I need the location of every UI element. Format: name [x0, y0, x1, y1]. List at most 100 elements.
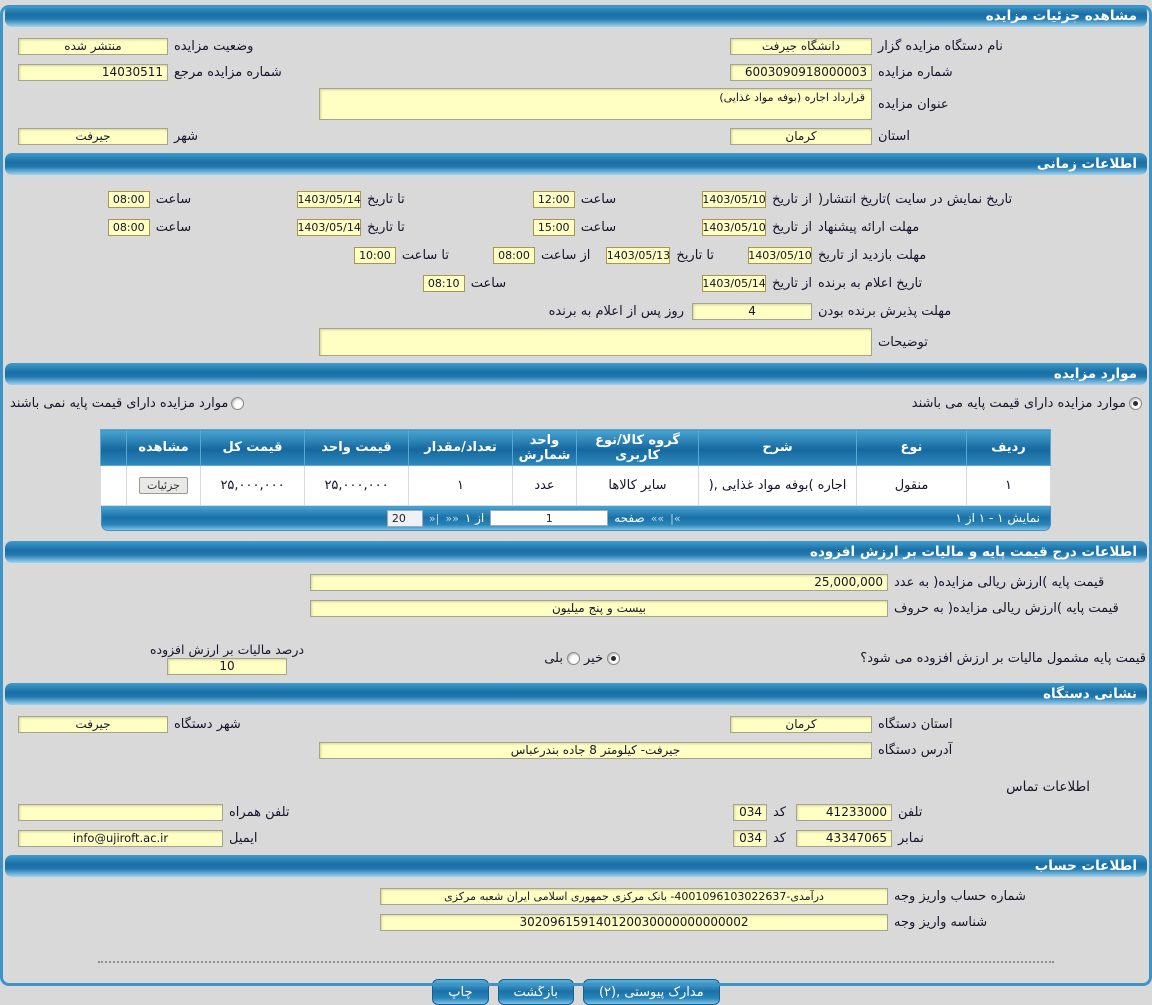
reference-number-label: شماره مزایده مرجع	[174, 64, 282, 80]
print-button[interactable]: چاپ	[432, 979, 489, 1005]
cell-group: سایر کالاها	[576, 465, 699, 506]
fax-code-field[interactable]: 034	[732, 829, 767, 847]
agency-field[interactable]: دانشگاه جیرفت	[730, 37, 872, 55]
radio-without-base-group: موارد مزایده دارای قیمت پایه نمی باشند	[10, 396, 245, 411]
pager-page-size-select[interactable]: 20	[386, 509, 423, 527]
visit-from-date-field[interactable]: 1403/05/10	[748, 246, 812, 264]
table-row: ۱ منقول اجاره )بوفه مواد غذایی ,( سایر ک…	[100, 465, 1051, 506]
pager-last-icon[interactable]: »|	[670, 511, 681, 525]
offer-from-label: از تاریخ	[772, 219, 812, 235]
fax-field[interactable]: 43347065	[796, 829, 892, 847]
publish-hour1-field[interactable]: 12:00	[532, 190, 575, 208]
agency-province-group: استان دستگاه کرمان	[730, 715, 1040, 733]
acceptance-days-field[interactable]: 4	[692, 302, 812, 320]
visit-to-date-field[interactable]: 1403/05/13	[606, 246, 671, 264]
publish-hour2-field[interactable]: 08:00	[107, 190, 150, 208]
base-price-words-row: قیمت پایه )ارزش ریالی مزایده( به حروف بی…	[0, 595, 1152, 621]
pager-of-label: از ۱	[464, 511, 485, 525]
acceptance-suffix-label: روز پس از اعلام به برنده	[548, 303, 684, 319]
city-label: شهر	[174, 128, 199, 144]
details-button[interactable]: جزئیات	[139, 477, 188, 494]
vat-row: قیمت پایه مشمول مالیات بر ارزش افزوده می…	[0, 635, 1152, 681]
section-header-address: نشانی دستگاه	[5, 683, 1147, 705]
pager-page-input[interactable]: 1	[490, 510, 609, 526]
offer-from-date-field[interactable]: 1403/05/10	[702, 218, 767, 236]
notes-field[interactable]	[319, 328, 872, 356]
offer-hour1-field[interactable]: 15:00	[532, 218, 575, 236]
radio-without-base-price[interactable]	[231, 396, 245, 410]
pager-next-icon[interactable]: »»	[650, 511, 665, 525]
publish-from-label: از تاریخ	[772, 191, 812, 207]
cell-type: منقول	[856, 465, 967, 506]
province-field[interactable]: کرمان	[730, 127, 872, 145]
visit-deadline-label: مهلت بازدید از تاریخ	[818, 247, 927, 263]
visit-to-hour-label: تا ساعت	[401, 247, 450, 263]
back-button[interactable]: بازگشت	[497, 979, 574, 1005]
base-price-numeric-field[interactable]: 25,000,000	[310, 573, 888, 591]
pager-first-icon[interactable]: |«	[428, 511, 440, 525]
vat-percent-field[interactable]: 10	[167, 657, 288, 675]
status-group: وضعیت مزایده منتشر شده	[18, 37, 254, 55]
vat-question-label: قیمت پایه مشمول مالیات بر ارزش افزوده می…	[860, 650, 1146, 666]
agency-label: نام دستگاه مزایده گزار	[878, 38, 1003, 54]
vat-yes-label: بلی	[544, 650, 563, 666]
section-header-items: موارد مزایده	[5, 363, 1147, 385]
pager-page-label: صفحه	[614, 511, 645, 525]
publish-date-label: تاریخ نمایش در سایت )تاریخ انتشار(	[818, 191, 1013, 207]
province-group: استان کرمان	[730, 127, 1040, 145]
radio-with-base-price-label: موارد مزایده دارای قیمت پایه می باشند	[911, 395, 1126, 411]
acceptance-deadline-label: مهلت پذیرش برنده بودن	[818, 303, 952, 319]
base-price-radio-row: موارد مزایده دارای قیمت پایه می باشند مو…	[0, 389, 1152, 417]
phone-code-field[interactable]: 034	[732, 803, 767, 821]
status-field[interactable]: منتشر شده	[18, 37, 168, 55]
col-header-unit: واحد شمارش	[512, 429, 577, 466]
contact-info-heading: اطلاعات تماس	[1006, 779, 1090, 795]
winner-from-date-field[interactable]: 1403/05/14	[702, 274, 767, 292]
publish-hour1-label: ساعت	[580, 191, 617, 207]
visit-from-hour-field[interactable]: 08:00	[493, 246, 536, 264]
fax-group: نمابر 43347065 کد 034	[732, 829, 934, 847]
reference-number-field[interactable]: 14030511	[18, 63, 168, 81]
mobile-group: تلفن همراه	[18, 803, 290, 821]
city-field[interactable]: جیرفت	[18, 127, 168, 145]
auction-title-field[interactable]: قرارداد اجاره (بوفه مواد غذایی)	[319, 88, 872, 120]
base-price-words-field[interactable]: بیست و پنج میلیون	[310, 599, 888, 617]
email-field[interactable]: info@ujiroft.ac.ir	[18, 829, 223, 847]
section-header-timing: اطلاعات زمانی	[5, 153, 1147, 175]
items-grid: ردیف نوع شرح گروه کالا/نوع کاربری واحد ش…	[100, 429, 1051, 531]
publish-from-date-field[interactable]: 1403/05/10	[702, 190, 767, 208]
deposit-id-label: شناسه واریز وجه	[894, 914, 988, 930]
agency-city-field[interactable]: جیرفت	[18, 715, 168, 733]
cell-total-price: ۲۵,۰۰۰,۰۰۰	[200, 465, 305, 506]
offer-to-date-field[interactable]: 1403/05/14	[297, 218, 362, 236]
base-price-numeric-row: قیمت پایه )ارزش ریالی مزایده( به عدد 25,…	[0, 569, 1152, 595]
items-table-header-row: ردیف نوع شرح گروه کالا/نوع کاربری واحد ش…	[100, 429, 1051, 466]
col-header-type: نوع	[856, 429, 967, 466]
email-label: ایمیل	[229, 830, 258, 846]
account-number-field[interactable]: درآمدی-4001096103022637- بانک مرکزی جمهو…	[380, 887, 888, 905]
winner-hour-field[interactable]: 08:10	[422, 274, 465, 292]
publish-dates-row: تاریخ نمایش در سایت )تاریخ انتشار( از تا…	[0, 185, 1152, 213]
offer-hour2-field[interactable]: 08:00	[107, 218, 150, 236]
agency-address-field[interactable]: جیرفت- کیلومتر 8 جاده بندرعباس	[319, 741, 872, 759]
auction-number-field[interactable]: 6003090918000003	[730, 63, 872, 81]
publish-hour2-label: ساعت	[155, 191, 192, 207]
pager-showing-text: نمایش ۱ - ۱ از ۱	[955, 511, 1040, 525]
offer-hour2-label: ساعت	[155, 219, 192, 235]
section-header-account: اطلاعات حساب	[5, 855, 1147, 877]
mobile-field[interactable]	[18, 803, 223, 821]
cell-quantity: ۱	[408, 465, 513, 506]
visit-to-hour-field[interactable]: 10:00	[353, 246, 396, 264]
deposit-id-field[interactable]: 302096159140120030000000000002	[380, 913, 888, 931]
vat-no-radio[interactable]	[607, 651, 621, 665]
phone-field[interactable]: 41233000	[796, 803, 892, 821]
attachments-button[interactable]: مدارک پیوستی ,(۲)	[582, 979, 720, 1005]
pager-prev-icon[interactable]: ««	[445, 511, 459, 525]
radio-with-base-price[interactable]	[1129, 396, 1142, 410]
vat-percent-group: درصد مالیات بر ارزش افزوده 10	[150, 642, 304, 675]
vat-yes-radio[interactable]	[566, 651, 580, 665]
vat-no-label: خیر	[583, 650, 604, 666]
publish-to-date-field[interactable]: 1403/05/14	[297, 190, 362, 208]
status-label: وضعیت مزایده	[174, 38, 254, 54]
agency-province-field[interactable]: کرمان	[730, 715, 872, 733]
